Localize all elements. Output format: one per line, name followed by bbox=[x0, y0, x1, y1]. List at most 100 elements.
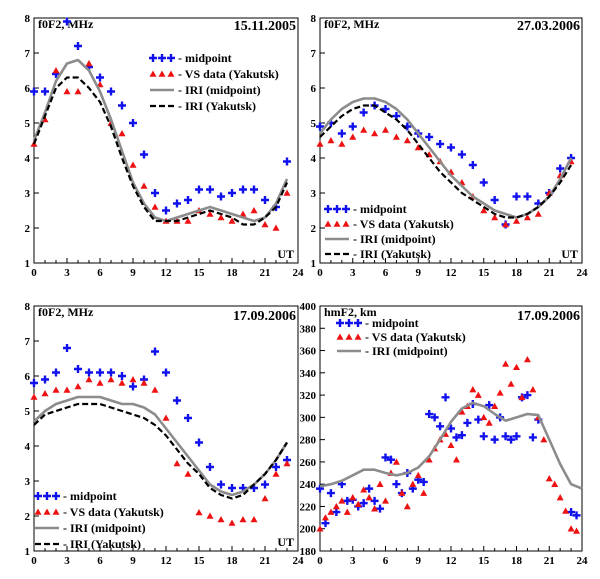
series-iri-yakutsk bbox=[33, 402, 288, 500]
series-iri-yakutsk bbox=[32, 76, 289, 226]
data-point bbox=[41, 375, 49, 384]
x-tick-label: 24 bbox=[577, 555, 589, 567]
x-tick-label: 6 bbox=[383, 267, 389, 279]
data-point bbox=[321, 519, 330, 528]
y-tick-label: 320 bbox=[300, 390, 317, 402]
data-point bbox=[513, 217, 520, 224]
data-point bbox=[217, 516, 225, 523]
data-point bbox=[30, 393, 38, 400]
y-axis-label: f0F2, MHz bbox=[38, 305, 94, 319]
data-point bbox=[534, 210, 542, 217]
x-tick-label: 15 bbox=[478, 555, 490, 567]
y-tick-label: 400 bbox=[300, 301, 317, 313]
data-point bbox=[206, 463, 214, 471]
y-tick-label: 180 bbox=[300, 546, 317, 558]
data-point bbox=[129, 161, 137, 168]
x-tick-label: 9 bbox=[416, 555, 422, 567]
data-point bbox=[239, 210, 247, 217]
data-point bbox=[184, 414, 192, 422]
data-point bbox=[360, 126, 368, 133]
series-iri-midpoint bbox=[32, 58, 289, 223]
data-point bbox=[523, 355, 531, 363]
series-iri-midpoint bbox=[319, 401, 583, 490]
data-point bbox=[195, 185, 203, 194]
chart-date-title: 17.09.2006 bbox=[517, 309, 580, 324]
data-point bbox=[452, 433, 461, 442]
x-tick-label: 15 bbox=[478, 267, 490, 279]
legend-symbol bbox=[167, 54, 175, 62]
data-point bbox=[436, 140, 445, 148]
chart-date-title: 17.09.2006 bbox=[233, 309, 296, 324]
series-line bbox=[32, 76, 289, 226]
data-point bbox=[507, 435, 516, 444]
data-point bbox=[371, 505, 379, 512]
legend: - midpoint- VS data (Yakutsk)- IRI (midp… bbox=[324, 202, 454, 261]
y-tick-label: 6 bbox=[25, 83, 31, 95]
data-point bbox=[332, 508, 341, 517]
data-point bbox=[228, 217, 236, 224]
legend-label: - midpoint bbox=[63, 489, 117, 503]
x-tick-label: 0 bbox=[317, 555, 323, 567]
legend-symbol bbox=[158, 70, 166, 77]
data-point bbox=[239, 516, 247, 523]
y-tick-label: 1 bbox=[25, 258, 31, 270]
data-point bbox=[173, 396, 181, 405]
data-point bbox=[567, 508, 576, 517]
data-point bbox=[337, 129, 346, 138]
legend-symbol bbox=[342, 205, 350, 213]
data-point bbox=[118, 101, 126, 110]
data-point bbox=[63, 88, 71, 95]
data-point bbox=[457, 431, 466, 440]
data-point bbox=[206, 210, 214, 217]
data-point bbox=[386, 455, 395, 464]
data-point bbox=[441, 393, 450, 402]
data-point bbox=[129, 119, 137, 127]
data-point bbox=[30, 87, 38, 96]
data-point bbox=[403, 502, 411, 510]
data-point bbox=[228, 189, 236, 197]
legend-label: - IRI (midpoint) bbox=[353, 232, 436, 246]
data-point bbox=[107, 376, 115, 383]
data-point bbox=[468, 161, 477, 169]
y-tick-label: 1 bbox=[311, 258, 317, 270]
data-point bbox=[420, 489, 428, 496]
data-point bbox=[540, 436, 548, 443]
x-tick-label: 12 bbox=[446, 267, 458, 279]
chart-panel-4: 0 3 6 9 12 15 18 21 24 180 200 220 240 260 280 300 320 34… bbox=[300, 301, 589, 567]
data-point bbox=[371, 130, 379, 137]
data-point bbox=[321, 514, 329, 521]
data-point bbox=[502, 360, 510, 367]
legend-symbol bbox=[336, 333, 344, 340]
data-point bbox=[556, 494, 564, 501]
x-tick-label: 0 bbox=[317, 267, 323, 279]
data-point bbox=[52, 67, 60, 74]
data-point bbox=[151, 203, 159, 210]
data-point bbox=[228, 484, 236, 492]
series-vs-data-yakutsk bbox=[30, 376, 291, 526]
data-point bbox=[217, 480, 225, 489]
x-tick-label: 3 bbox=[64, 267, 70, 279]
data-point bbox=[217, 192, 225, 201]
legend-symbol bbox=[149, 70, 157, 77]
data-point bbox=[365, 494, 373, 501]
data-point bbox=[365, 484, 374, 493]
x-tick-label: 0 bbox=[31, 555, 37, 567]
y-axis-label: hmF2, km bbox=[324, 305, 377, 319]
plot-frame bbox=[33, 17, 299, 264]
legend-symbol bbox=[158, 54, 166, 62]
legend-label: - IRI (Yakutsk) bbox=[63, 537, 141, 551]
data-point bbox=[457, 150, 466, 159]
data-point bbox=[140, 150, 148, 159]
data-point bbox=[452, 456, 460, 463]
series-iri-midpoint bbox=[318, 97, 573, 219]
data-point bbox=[41, 87, 49, 96]
y-tick-label: 4 bbox=[25, 441, 31, 453]
x-tick-label: 24 bbox=[293, 267, 305, 279]
data-point bbox=[512, 192, 521, 201]
data-point bbox=[419, 477, 428, 486]
data-point bbox=[107, 87, 115, 96]
data-point bbox=[272, 224, 280, 231]
data-point bbox=[30, 379, 38, 387]
data-point bbox=[118, 130, 126, 137]
